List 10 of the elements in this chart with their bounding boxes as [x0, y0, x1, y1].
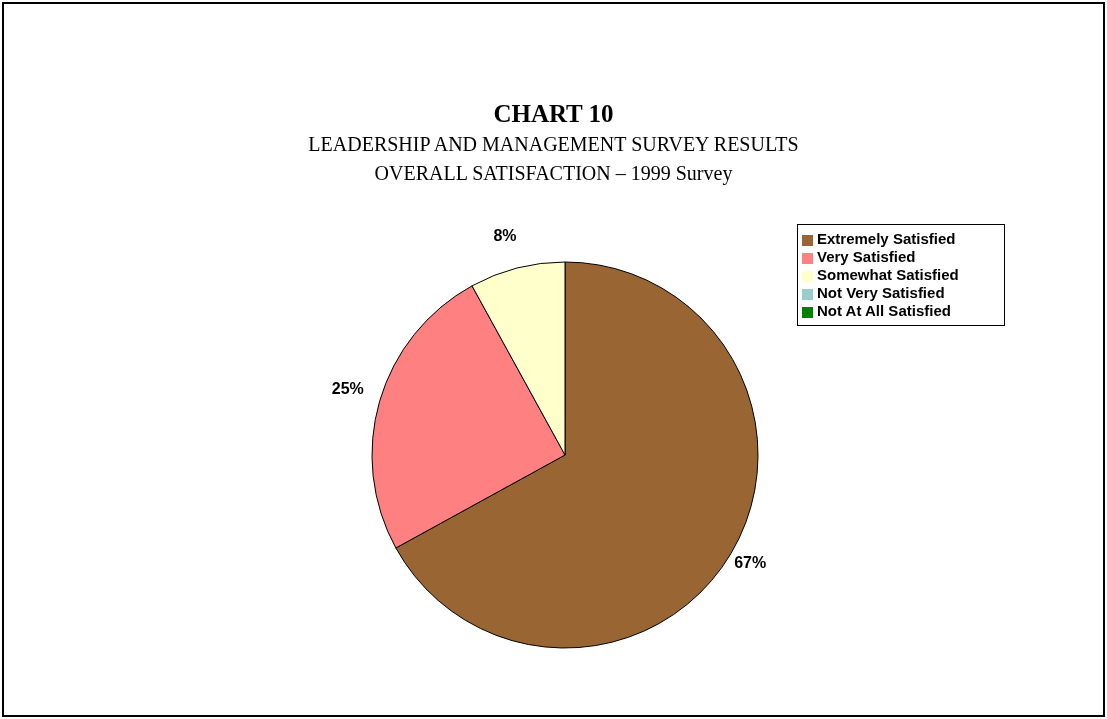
legend-label: Somewhat Satisfied — [817, 266, 959, 283]
legend-label: Extremely Satisfied — [817, 230, 956, 247]
legend-label: Very Satisfied — [817, 248, 916, 265]
data-label: 67% — [734, 554, 767, 571]
legend-label: Not Very Satisfied — [817, 284, 945, 301]
data-label: 25% — [331, 379, 364, 397]
legend-label: Not At All Satisfied — [817, 302, 951, 319]
chart-subtitle: LEADERSHIP AND MANAGEMENT SURVEY RESULTS OVERALL SATISFACTION – 1999 Survey — [307, 132, 800, 187]
data-label: 8% — [493, 227, 517, 245]
chart-title: CHART 10 — [492, 99, 615, 129]
